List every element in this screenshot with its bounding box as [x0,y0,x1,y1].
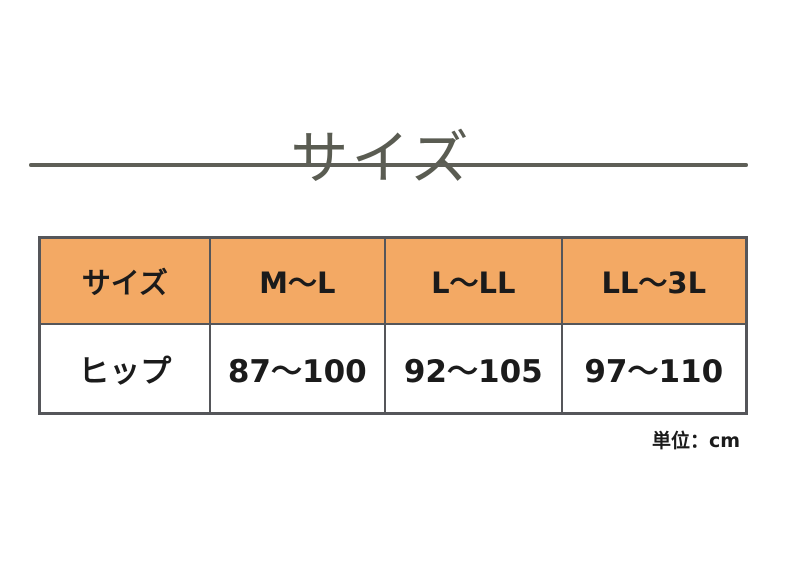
header-cell-size-label: サイズ [41,239,211,323]
body-cell-hip-range-m-l: 87～100 [211,324,387,412]
header-cell-m-l: M～L [211,239,387,323]
table-header-row: サイズ M～L L～LL LL～3L [41,239,745,325]
unit-note: 単位：cm [651,430,740,452]
header-cell-ll-3l: LL～3L [601,265,707,300]
body-cell-hip-range-ll-3l: 97～110 [584,353,724,390]
body-cell-hip-label: ヒップ [41,324,211,412]
size-table: サイズ M～L L～LL LL～3L ヒップ 87～100 92～105 97～… [38,236,748,415]
table-body-row-hip: ヒップ 87～100 92～105 97～110 [41,324,745,412]
body-cell-hip-range-l-ll: 92～105 [386,324,563,412]
page-title: サイズ [290,123,472,192]
title-underline-rule [29,163,748,167]
header-cell-l-ll: L～LL [386,239,563,323]
